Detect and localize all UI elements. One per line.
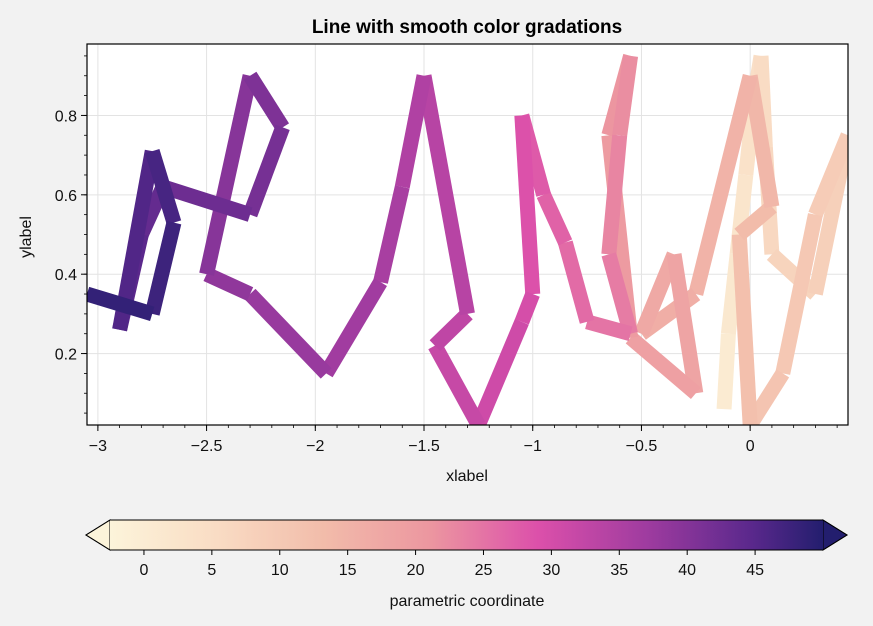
line-segment	[199, 74, 258, 276]
line-segment	[731, 234, 758, 425]
colorbar-tick-label: 5	[207, 562, 216, 579]
line-segment	[243, 71, 290, 132]
line-segment	[536, 191, 573, 246]
y-tick-label: 0.2	[55, 347, 77, 364]
line-segment	[742, 74, 780, 208]
line-segment	[373, 185, 410, 284]
colorbar-extend-low	[85, 519, 111, 551]
colorbar-tick-label: 40	[678, 562, 696, 579]
colorbar-extend-high	[822, 519, 848, 551]
line-segment	[601, 252, 638, 336]
line-segment	[775, 213, 823, 375]
colorbar-tick-label: 30	[542, 562, 560, 579]
colorbar-tick-label: 35	[610, 562, 628, 579]
line-segment	[319, 278, 387, 378]
line-segment	[585, 314, 633, 341]
x-tick-label: −1.5	[408, 438, 440, 455]
x-tick-label: 0	[746, 438, 755, 455]
line-segment	[145, 148, 182, 225]
x-axis-label: xlabel	[446, 468, 488, 485]
x-tick-label: −3	[89, 438, 107, 455]
line-segment	[416, 74, 475, 316]
line-segment	[734, 201, 777, 241]
line-segment	[666, 253, 704, 395]
x-tick-label: −2.5	[191, 438, 223, 455]
colorbar-label: parametric coordinate	[390, 593, 545, 610]
colorbar: 0 5 10 15 20 25 30 35 40 45	[85, 519, 848, 579]
colorbar-tick-label: 15	[339, 562, 357, 579]
series-line	[87, 53, 848, 425]
line-segment	[601, 134, 628, 256]
y-axis: 0.2 0.4 0.6 0.8	[55, 55, 87, 414]
line-segment	[625, 331, 701, 399]
line-segment	[766, 248, 821, 300]
line-segment	[144, 220, 182, 316]
line-segment	[612, 54, 639, 137]
line-segment	[514, 291, 540, 325]
line-segment	[203, 267, 254, 301]
line-segment	[394, 74, 432, 189]
y-tick-label: 0.6	[55, 188, 77, 205]
colorbar-tick-label: 10	[271, 562, 289, 579]
line-segment	[428, 342, 485, 425]
y-tick-label: 0.4	[55, 267, 77, 284]
y-tick-label: 0.8	[55, 108, 77, 125]
line-segment	[87, 286, 155, 322]
x-axis: −3 −2.5 −2 −1.5 −1 −0.5 0	[89, 425, 838, 455]
y-axis-label: ylabel	[18, 216, 35, 258]
line-segment	[514, 114, 541, 295]
line-segment	[808, 132, 848, 218]
colorbar-gradient	[110, 520, 823, 550]
line-segment	[429, 308, 473, 351]
line-segment	[243, 124, 290, 218]
x-tick-label: −1	[524, 438, 542, 455]
line-segment	[160, 179, 253, 222]
colorbar-tick-label: 25	[475, 562, 493, 579]
colorbar-outline	[85, 519, 848, 551]
colorbar-tick-label: 45	[746, 562, 764, 579]
chart-title: Line with smooth color gradations	[312, 17, 622, 38]
line-segment	[716, 333, 736, 410]
line-segment	[244, 288, 332, 379]
line-segment	[558, 240, 595, 324]
x-tick-label: −0.5	[626, 438, 658, 455]
line-segment	[471, 318, 529, 425]
line-segment	[688, 73, 758, 296]
x-tick-label: −2	[306, 438, 324, 455]
colorbar-tick-label: 0	[139, 562, 148, 579]
colorbar-tick-label: 20	[407, 562, 425, 579]
